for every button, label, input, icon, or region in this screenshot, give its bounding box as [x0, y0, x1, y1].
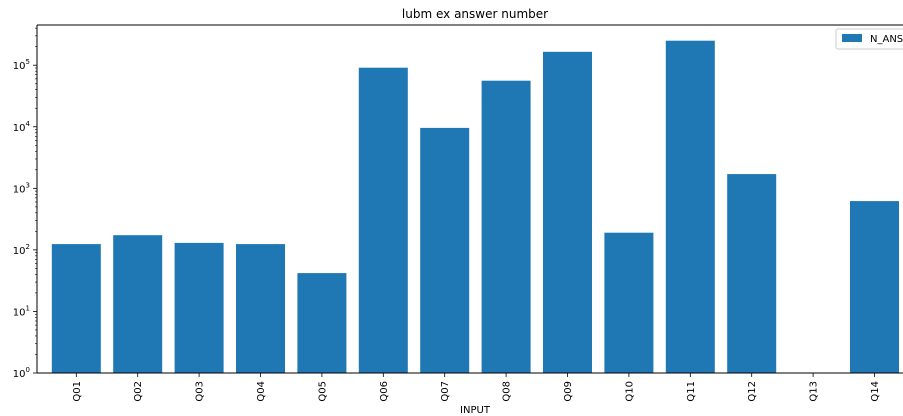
axes-group: Q01 Q02 Q03 Q04 Q05 Q06 Q07 Q08 Q09 Q10 Q11 Q12 Q13 Q…: [13, 24, 903, 402]
x-tick-label: Q07: [440, 381, 451, 402]
bar-q14: [850, 201, 899, 373]
bar-q04: [236, 244, 285, 373]
legend: N_ANS: [835, 28, 903, 50]
x-tick-label: Q12: [747, 381, 758, 402]
x-tick-label: Q06: [379, 381, 390, 402]
legend-label: N_ANS: [870, 34, 903, 45]
bars-group: [51, 40, 899, 374]
bar-q02: [113, 235, 163, 373]
bar-q06: [358, 67, 408, 373]
x-tick-label: Q08: [502, 381, 513, 402]
bar-q07: [420, 127, 470, 374]
x-axis-label: INPUT: [460, 405, 491, 416]
y-tick-label: 105: [13, 58, 30, 72]
x-tick-label: Q03: [195, 381, 206, 402]
x-tick-label: Q05: [317, 381, 328, 402]
bar-q05: [297, 273, 347, 373]
bar-q01: [51, 244, 101, 373]
bar-q09: [543, 51, 592, 374]
y-tick-label: 100: [13, 366, 30, 380]
y-tick-label: 101: [13, 304, 30, 318]
chart-title: lubm ex answer number: [402, 7, 548, 21]
x-tick-label: Q14: [870, 381, 881, 402]
y-tick-label: 104: [13, 120, 31, 134]
y-tick-label: 102: [13, 243, 30, 257]
x-tick-label: Q09: [563, 381, 574, 402]
x-tick-label: Q13: [809, 381, 820, 402]
y-tick-label: 103: [13, 181, 30, 195]
x-tick-label: Q10: [624, 381, 635, 402]
bar-q08: [481, 80, 531, 373]
x-tick-label: Q02: [133, 381, 144, 402]
bar-q12: [727, 174, 777, 373]
x-tick-label: Q04: [256, 381, 267, 402]
x-tick-label: Q01: [72, 381, 83, 402]
bar-q10: [604, 232, 654, 373]
bar-q11: [665, 40, 715, 373]
x-tick-label: Q11: [686, 381, 697, 402]
legend-swatch: [842, 34, 862, 42]
bar-q03: [174, 242, 224, 373]
